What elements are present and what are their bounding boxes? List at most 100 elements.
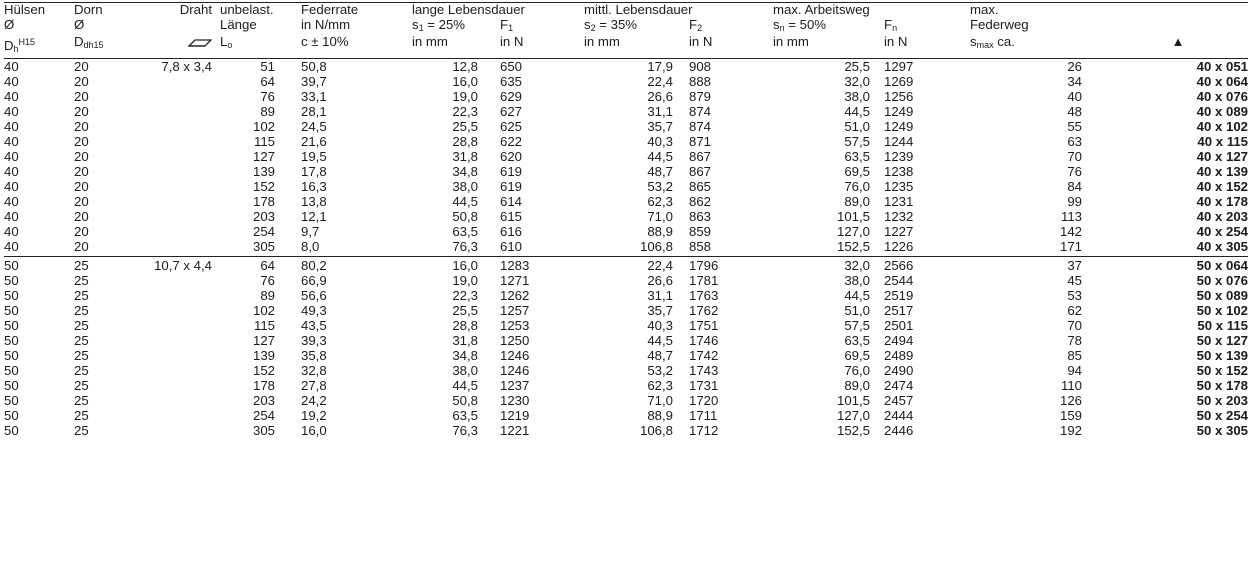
table-row: 40 20 89 28,1 22,3 627 31,1 874 44,5 1249 48 40 x 0… — [4, 104, 1248, 119]
cell-federrate: 39,3 — [301, 332, 327, 348]
col-laenge-symbol: Lo — [220, 34, 301, 59]
cell-article: 50 x 089 — [1196, 287, 1248, 303]
cell-dorn: 20 — [74, 118, 89, 134]
cell-fn: 1269 — [884, 73, 914, 89]
cell-laenge: 152 — [252, 362, 275, 378]
cell-smax: 63 — [1067, 133, 1082, 149]
cell-smax: 126 — [1059, 392, 1082, 408]
cell-smax: 110 — [1060, 377, 1082, 393]
cell-s1: 34,8 — [452, 163, 478, 179]
cell-f2: 1796 — [689, 255, 773, 273]
cell-laenge: 76 — [260, 272, 275, 288]
table-row: 40 20 102 24,5 25,5 625 35,7 874 51,0 1249 55 40 x … — [4, 119, 1248, 134]
cell-s1: 25,5 — [452, 118, 478, 134]
cell-huelsen: 50 — [4, 287, 19, 303]
cell-f1: 629 — [500, 88, 523, 104]
cell-dorn: 25 — [74, 287, 89, 303]
cell-fn: 1231 — [884, 193, 914, 209]
cell-fn: 2446 — [884, 422, 914, 438]
cell-draht — [140, 408, 220, 423]
cell-federrate: 28,1 — [301, 103, 327, 119]
cell-article: 50 x 139 — [1196, 347, 1248, 363]
cell-sn: 32,0 — [844, 73, 870, 89]
cell-f2: 888 — [689, 73, 712, 89]
cell-smax: 53 — [1067, 287, 1082, 303]
cell-draht — [140, 179, 220, 194]
cell-smax: 192 — [1059, 422, 1082, 438]
cell-sn: 127,0 — [836, 407, 870, 423]
cell-smax: 55 — [1067, 118, 1082, 134]
cell-federrate: 19,5 — [301, 148, 327, 164]
cell-article: 50 x 076 — [1196, 272, 1248, 288]
cell-s2: 44,5 — [647, 332, 673, 348]
cell-fn: 2566 — [884, 255, 970, 273]
table-row: 40 20 254 9,7 63,5 616 88,9 859 127,0 1227 142 40 x… — [4, 224, 1248, 239]
cell-laenge: 203 — [252, 392, 275, 408]
cell-f1: 610 — [500, 238, 523, 254]
col-sn-label: sn = 50% — [773, 16, 827, 33]
cell-sn: 57,5 — [844, 133, 870, 149]
col-fn-label: Fn — [884, 16, 898, 33]
cell-huelsen: 40 — [4, 193, 19, 209]
cell-smax: 84 — [1067, 178, 1082, 194]
cell-federrate: 43,5 — [301, 317, 327, 333]
cell-s1: 28,8 — [452, 133, 478, 149]
table-row: 50 25 76 66,9 19,0 1271 26,6 1781 38,0 2544 45 50 x… — [4, 273, 1248, 288]
spring-table: Hülsen Dorn Draht unbelast. Federrate la… — [4, 1, 1248, 438]
cell-s2: 48,7 — [647, 347, 673, 363]
cell-smax: 76 — [1067, 163, 1082, 179]
cell-article: 50 x 178 — [1196, 377, 1248, 393]
cell-smax: 113 — [1060, 208, 1082, 224]
table-row: 50 25 203 24,2 50,8 1230 71,0 1720 101,5 2457 126 5… — [4, 393, 1248, 408]
col-s1-label: s1 = 25% — [412, 16, 466, 33]
cell-draht — [140, 224, 220, 239]
cell-f2: 858 — [689, 238, 712, 254]
cell-draht: 10,7 x 4,4 — [140, 255, 220, 273]
cell-f1: 1219 — [500, 407, 530, 423]
cell-huelsen: 40 — [4, 178, 19, 194]
cell-huelsen: 40 — [4, 73, 19, 89]
cell-s1: 76,3 — [452, 238, 478, 254]
cell-laenge: 89 — [260, 287, 275, 303]
cell-fn: 1297 — [884, 58, 914, 74]
cell-smax: 142 — [1059, 223, 1082, 239]
cell-f2: 859 — [689, 223, 712, 239]
cell-article: 50 x 127 — [1196, 332, 1248, 348]
cell-f1: 1253 — [500, 317, 530, 333]
cell-s1: 44,5 — [452, 193, 478, 209]
cell-s2: 35,7 — [647, 302, 673, 318]
cell-s2: 106,8 — [639, 422, 673, 438]
cell-laenge: 115 — [253, 317, 275, 333]
cell-smax: 159 — [1059, 407, 1082, 423]
col-s2-label: s2 = 35% — [584, 16, 638, 33]
cell-f2: 1743 — [689, 362, 719, 378]
cell-f2: 908 — [689, 58, 712, 74]
cell-f2: 1720 — [689, 392, 719, 408]
cell-laenge: 127 — [252, 332, 275, 348]
table-row: 40 20 115 21,6 28,8 622 40,3 871 57,5 1244 63 40 x … — [4, 134, 1248, 149]
cell-fn: 1239 — [884, 148, 914, 164]
cell-smax: 70 — [1067, 148, 1082, 164]
cell-article: 40 x 089 — [1196, 103, 1248, 119]
cell-federrate: 50,8 — [301, 58, 327, 74]
cell-s1: 25,5 — [452, 302, 478, 318]
cell-federrate: 21,6 — [301, 133, 327, 149]
cell-dorn: 20 — [74, 223, 89, 239]
cell-huelsen: 50 — [4, 302, 19, 318]
cell-sn: 69,5 — [844, 347, 870, 363]
cell-huelsen: 40 — [4, 88, 19, 104]
cell-dorn: 20 — [74, 133, 89, 149]
cell-f1: 1221 — [500, 422, 530, 438]
cell-f1: 614 — [500, 193, 523, 209]
cell-f1: 622 — [500, 133, 523, 149]
cell-s2: 88,9 — [647, 407, 673, 423]
up-triangle-icon: ▲ — [1171, 34, 1185, 50]
cell-s2: 44,5 — [647, 148, 673, 164]
cell-fn: 2544 — [884, 272, 914, 288]
cell-laenge: 102 — [252, 302, 275, 318]
cell-federrate: 16,0 — [301, 422, 327, 438]
cell-sn: 63,5 — [844, 332, 870, 348]
cell-federrate: 56,6 — [301, 287, 327, 303]
cell-fn: 2489 — [884, 347, 914, 363]
cell-fn: 2494 — [884, 332, 914, 348]
